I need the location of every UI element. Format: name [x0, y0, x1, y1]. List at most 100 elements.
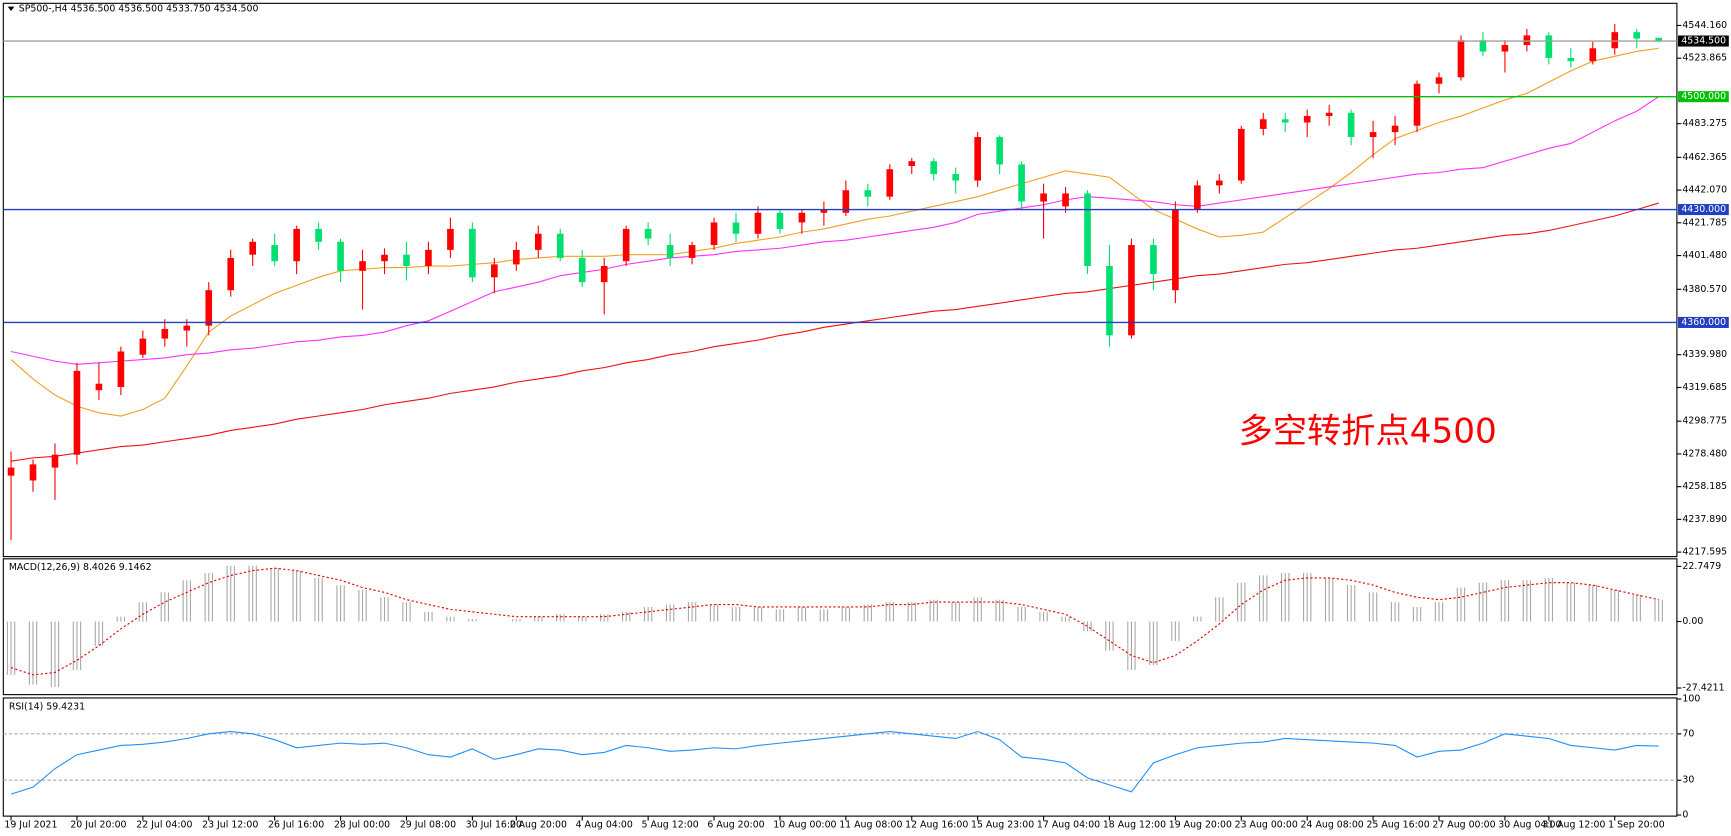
y-tick-label: 4380.570 — [1682, 284, 1727, 295]
candle-body — [381, 254, 388, 262]
candle-body — [469, 228, 476, 278]
level-label: 4500.000 — [1681, 91, 1726, 102]
level-label: 4430.000 — [1681, 204, 1726, 215]
x-tick-label: 19 Jul 2021 — [4, 819, 57, 830]
y-tick-label: 30 — [1682, 775, 1694, 786]
y-tick-label: 4483.275 — [1682, 118, 1727, 129]
candle-body — [1237, 128, 1245, 181]
x-tick-label: 18 Aug 12:00 — [1103, 819, 1166, 830]
level-box — [1678, 35, 1729, 47]
x-tick-label: 11 Aug 08:00 — [839, 819, 902, 830]
candle-body — [403, 254, 410, 267]
candle-body — [73, 370, 81, 455]
x-tick-label: 1 Sep 20:00 — [1608, 819, 1665, 830]
macd-label: MACD(12,26,9) 8.4026 9.1462 — [9, 562, 152, 573]
y-tick-label: 4217.595 — [1682, 547, 1727, 558]
candle-body — [710, 222, 718, 246]
candle-body — [798, 212, 806, 223]
candle-body — [754, 212, 762, 234]
candle-body — [359, 261, 366, 271]
x-tick-label: 23 Aug 00:00 — [1235, 819, 1298, 830]
y-tick-label: 4401.480 — [1682, 250, 1727, 261]
candle-body — [293, 228, 300, 262]
candle-body — [1413, 83, 1421, 126]
x-tick-label: 28 Jul 00:00 — [334, 819, 390, 830]
candle-body — [1194, 185, 1201, 210]
moving-average — [10, 202, 1659, 462]
candle-body — [183, 325, 191, 331]
candle-body — [491, 264, 498, 278]
candle-body — [1479, 40, 1487, 52]
y-tick-label: 4544.160 — [1682, 20, 1727, 31]
candle-body — [1457, 40, 1465, 78]
candle-body — [1655, 37, 1663, 42]
y-tick-label: 4237.890 — [1682, 514, 1727, 525]
y-tick-label: 0 — [1682, 810, 1688, 821]
candle-body — [1633, 32, 1641, 39]
x-tick-label: 30 Jul 16:00 — [466, 819, 522, 830]
y-tick-label: 100 — [1682, 694, 1700, 705]
chart-title: SP500-,H4 4536.500 4536.500 4533.750 453… — [19, 3, 259, 14]
candle-body — [1303, 116, 1311, 123]
candle-body — [556, 233, 564, 258]
moving-average — [10, 96, 1659, 365]
y-tick-label: 4258.185 — [1682, 481, 1727, 492]
candle-body — [425, 249, 432, 267]
candle-body — [622, 228, 630, 262]
candle-body — [1040, 193, 1047, 202]
candle-body — [1062, 193, 1069, 207]
menu-arrow — [7, 6, 15, 12]
candle-body — [205, 290, 213, 326]
rsi-line — [10, 730, 1659, 795]
plot-layer: 4544.160 4523.865 4483.275 4462.365 4442.070… — [3, 20, 1729, 830]
y-tick-label: 0.00 — [1682, 616, 1703, 627]
candle-body — [1567, 57, 1575, 62]
annotation: 多空转折点4500 — [1239, 411, 1497, 451]
candle-body — [666, 245, 674, 258]
candle-body — [1018, 164, 1025, 202]
candle-body — [1501, 45, 1509, 52]
y-tick-label: 4462.365 — [1682, 152, 1727, 163]
x-tick-label: 25 Aug 16:00 — [1366, 819, 1429, 830]
x-tick-label: 23 Jul 12:00 — [202, 819, 258, 830]
candle-body — [996, 136, 1003, 165]
candle-body — [908, 161, 916, 167]
x-tick-label: 6 Aug 20:00 — [707, 819, 764, 830]
candle-body — [1545, 35, 1553, 58]
x-tick-label: 12 Aug 16:00 — [905, 819, 968, 830]
x-tick-label: 30 Aug 04:00 — [1498, 819, 1561, 830]
price-panel — [2, 2, 1678, 558]
y-tick-label: 70 — [1682, 728, 1694, 739]
candle-body — [952, 174, 960, 181]
candle-body — [447, 228, 454, 250]
candle-body — [1128, 245, 1135, 336]
y-tick-label: 4298.775 — [1682, 416, 1727, 427]
x-tick-label: 4 Aug 04:00 — [576, 819, 633, 830]
candle-body — [1325, 112, 1333, 117]
candle-body — [974, 136, 981, 181]
candle-body — [161, 328, 169, 339]
x-tick-label: 26 Jul 16:00 — [268, 819, 324, 830]
candle-body — [1150, 245, 1157, 275]
candle-body — [864, 190, 872, 197]
x-tick-label: 2 Aug 20:00 — [510, 819, 567, 830]
candle-body — [1259, 119, 1267, 129]
candle-body — [139, 338, 147, 355]
x-tick-label: 29 Jul 08:00 — [400, 819, 456, 830]
candle-body — [271, 245, 278, 262]
candle-body — [930, 161, 938, 175]
candle-body — [886, 169, 894, 197]
x-tick-label: 27 Aug 00:00 — [1432, 819, 1495, 830]
y-tick-label: 4278.480 — [1682, 448, 1727, 459]
x-tick-label: 15 Aug 23:00 — [971, 819, 1034, 830]
rsi-panel — [2, 697, 1678, 817]
candle-body — [776, 212, 784, 229]
candle-body — [1589, 48, 1597, 62]
rsi-label: RSI(14) 59.4231 — [9, 701, 85, 712]
level-label: 4360.000 — [1681, 317, 1726, 328]
candle-body — [1391, 125, 1399, 133]
candle-body — [29, 464, 37, 481]
level-box — [1678, 316, 1729, 328]
